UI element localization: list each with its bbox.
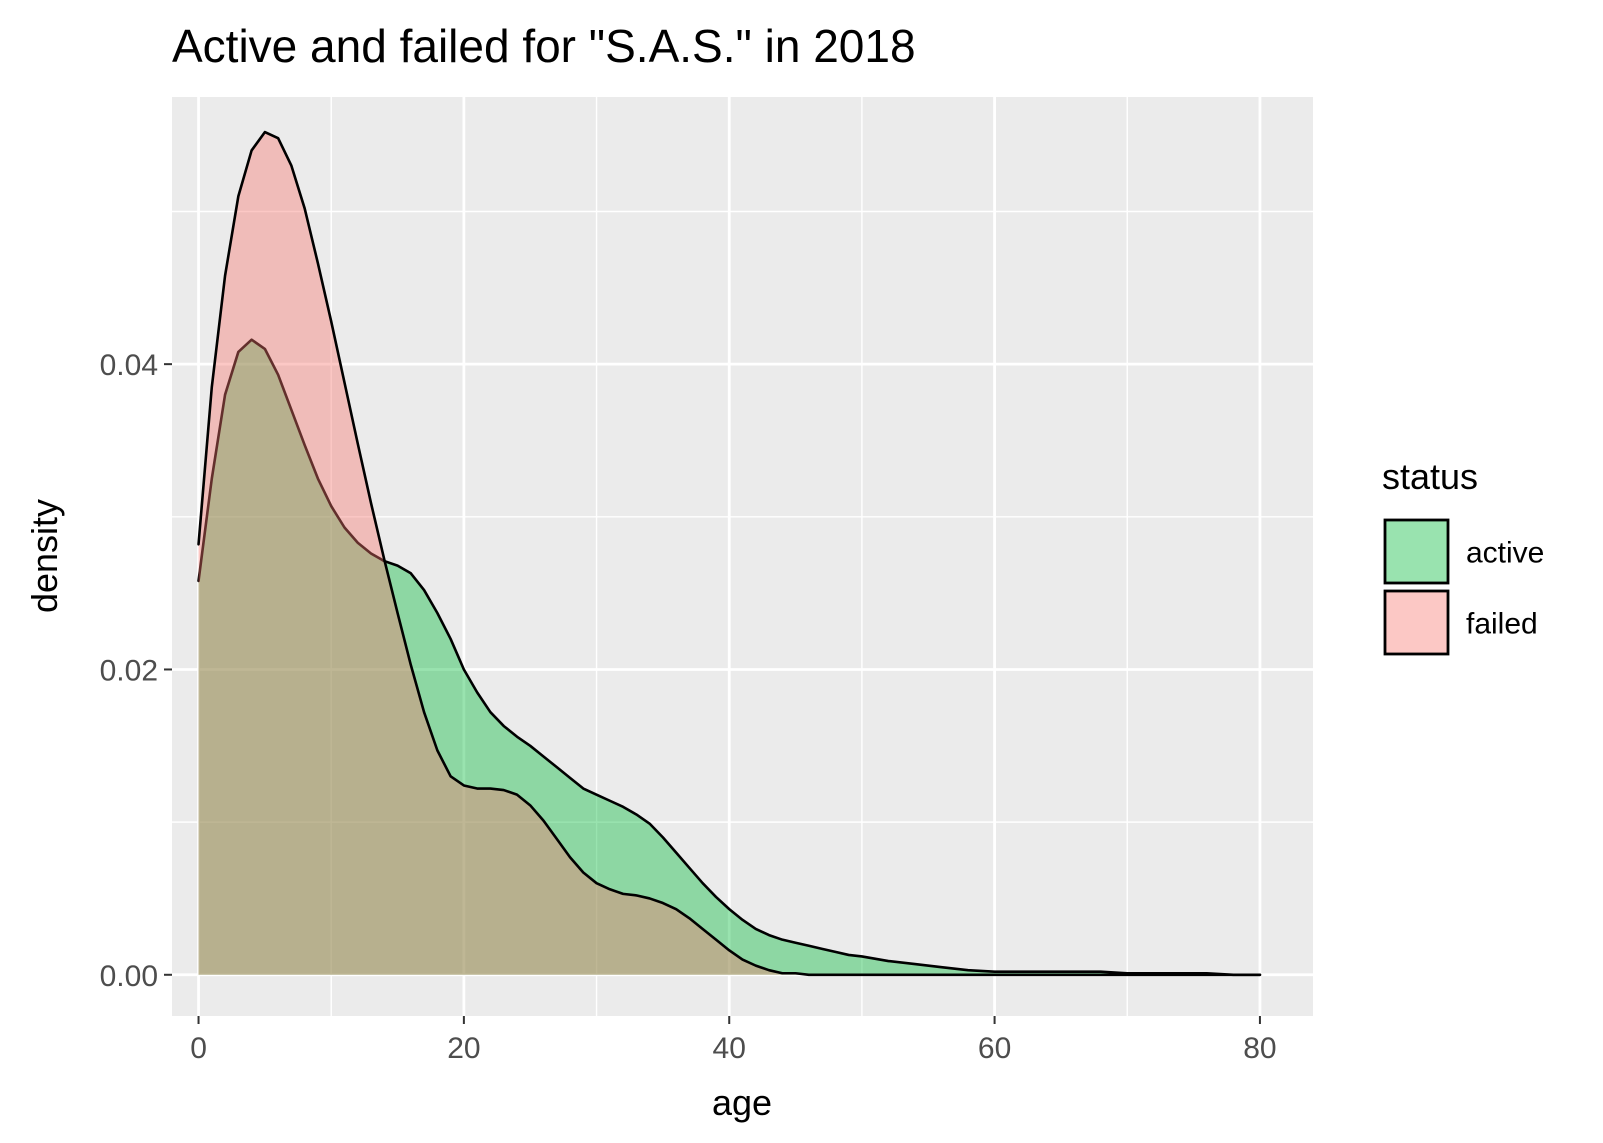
x-tick-label: 60 (978, 1032, 1011, 1065)
y-axis-title: density (24, 499, 65, 613)
major-gridlines (172, 97, 1313, 1016)
density-areas (197, 130, 1262, 977)
legend-key-active (1383, 518, 1450, 585)
density-area-failed (198, 132, 1260, 975)
chart-title: Active and failed for "S.A.S." in 2018 (172, 20, 916, 72)
plot-panel (172, 97, 1313, 1016)
legend-key-failed (1383, 589, 1450, 656)
density-area-active (198, 339, 1260, 975)
legend-title: status (1382, 456, 1478, 497)
y-tick-label: 0.02 (100, 654, 158, 687)
x-tick-label: 40 (713, 1032, 746, 1065)
y-axis: 0.00 0.02 0.04 (100, 349, 172, 993)
x-tick-label: 80 (1243, 1032, 1276, 1065)
y-tick-label: 0.00 (100, 960, 158, 993)
density-line-failed (197, 130, 1262, 977)
x-axis: 0 20 40 60 80 (190, 1016, 1277, 1065)
x-tick-label: 0 (190, 1032, 207, 1065)
legend-label-active: active (1466, 537, 1544, 570)
legend-key-bg-active (1385, 520, 1448, 583)
legend-label-failed: failed (1466, 608, 1538, 641)
y-tick-label: 0.04 (100, 349, 158, 382)
legend-key-bg-failed (1385, 591, 1448, 654)
minor-gridlines (172, 97, 1313, 1016)
legend: status active failed (1382, 456, 1544, 656)
x-tick-label: 20 (447, 1032, 480, 1065)
density-line-active (197, 338, 1262, 977)
x-axis-title: age (712, 1082, 772, 1123)
